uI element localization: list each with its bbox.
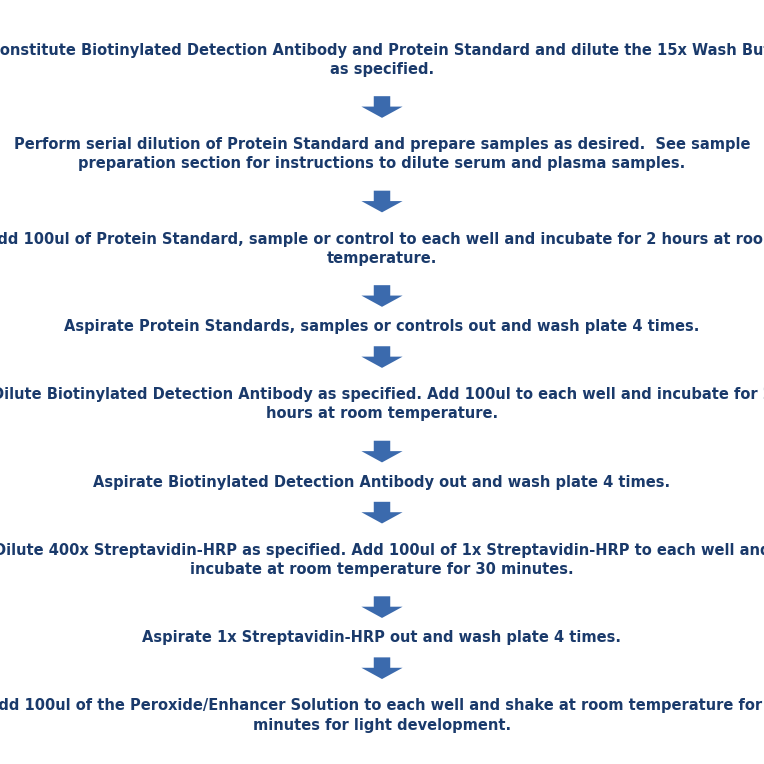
Text: Aspirate Protein Standards, samples or controls out and wash plate 4 times.: Aspirate Protein Standards, samples or c… bbox=[64, 319, 700, 334]
Text: Dilute 400x Streptavidin-HRP as specified. Add 100ul of 1x Streptavidin-HRP to e: Dilute 400x Streptavidin-HRP as specifie… bbox=[0, 542, 764, 577]
Polygon shape bbox=[361, 346, 403, 368]
Polygon shape bbox=[361, 191, 403, 212]
Text: Add 100ul of the Peroxide/Enhancer Solution to each well and shake at room tempe: Add 100ul of the Peroxide/Enhancer Solut… bbox=[0, 698, 764, 733]
Polygon shape bbox=[361, 441, 403, 462]
Text: Aspirate 1x Streptavidin-HRP out and wash plate 4 times.: Aspirate 1x Streptavidin-HRP out and was… bbox=[143, 630, 621, 645]
Polygon shape bbox=[361, 597, 403, 618]
Polygon shape bbox=[361, 657, 403, 679]
Text: Perform serial dilution of Protein Standard and prepare samples as desired.  See: Perform serial dilution of Protein Stand… bbox=[14, 138, 750, 171]
Text: Reconstitute Biotinylated Detection Antibody and Protein Standard and dilute the: Reconstitute Biotinylated Detection Anti… bbox=[0, 43, 764, 77]
Polygon shape bbox=[361, 96, 403, 118]
Text: Add 100ul of Protein Standard, sample or control to each well and incubate for 2: Add 100ul of Protein Standard, sample or… bbox=[0, 231, 764, 266]
Text: Dilute Biotinylated Detection Antibody as specified. Add 100ul to each well and : Dilute Biotinylated Detection Antibody a… bbox=[0, 387, 764, 422]
Polygon shape bbox=[361, 285, 403, 307]
Polygon shape bbox=[361, 502, 403, 523]
Text: Aspirate Biotinylated Detection Antibody out and wash plate 4 times.: Aspirate Biotinylated Detection Antibody… bbox=[93, 474, 671, 490]
